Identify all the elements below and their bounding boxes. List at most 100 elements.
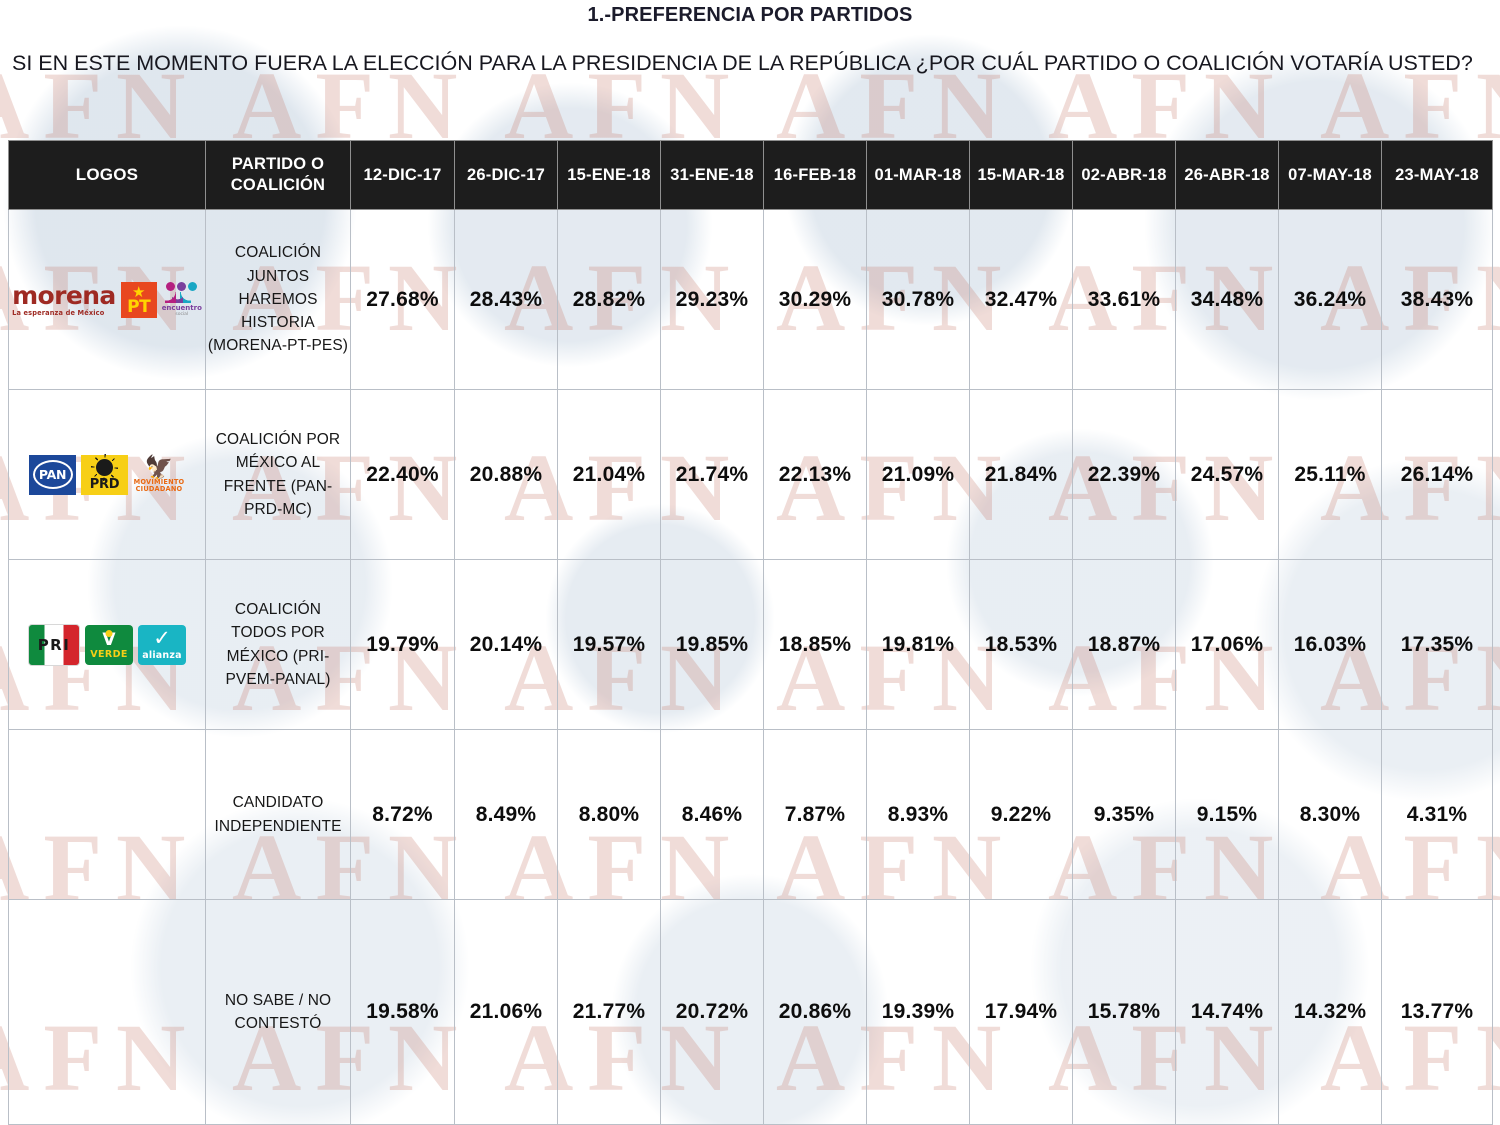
morena-tagline: La esperanza de México bbox=[12, 308, 105, 317]
value-cell: 4.31% bbox=[1381, 729, 1493, 900]
value-cell: 21.04% bbox=[557, 389, 661, 560]
movimiento-ciudadano-logo: 🦅 MOVIMIENTO CIUDADANO bbox=[133, 455, 185, 495]
checkmark-icon: ✓ bbox=[153, 625, 171, 650]
value-cell: 8.72% bbox=[350, 729, 455, 900]
value-cell: 22.40% bbox=[350, 389, 455, 560]
pan-logo: PAN bbox=[29, 454, 76, 495]
value-cell: 18.53% bbox=[969, 559, 1073, 730]
column-header-date-11: 23-MAY-18 bbox=[1381, 140, 1493, 210]
value-cell: 29.23% bbox=[660, 209, 764, 390]
alianza-wordmark: alianza bbox=[142, 649, 182, 661]
party-name-cell: COALICIÓN TODOS POR MÉXICO (PRI-PVEM-PAN… bbox=[205, 559, 351, 730]
value-cell: 21.09% bbox=[866, 389, 970, 560]
nueva-alianza-logo: ✓ alianza bbox=[138, 624, 186, 665]
encuentro-wordmark: encuentro bbox=[161, 303, 202, 312]
column-header-date-9: 26-ABR-18 bbox=[1175, 140, 1279, 210]
value-cell: 19.58% bbox=[350, 899, 455, 1125]
value-cell: 34.48% bbox=[1175, 209, 1279, 390]
morena-logo: morena La esperanza de México bbox=[12, 283, 116, 317]
table-row: CANDIDATO INDEPENDIENTE 8.72% 8.49% 8.80… bbox=[8, 729, 1493, 900]
value-cell: 8.46% bbox=[660, 729, 764, 900]
value-cell: 30.29% bbox=[763, 209, 867, 390]
encuentro-subword: social bbox=[175, 311, 189, 317]
value-cell: 19.85% bbox=[660, 559, 764, 730]
logo-cell-empty bbox=[8, 899, 206, 1125]
value-cell: 38.43% bbox=[1381, 209, 1493, 390]
column-header-date-8: 02-ABR-18 bbox=[1072, 140, 1176, 210]
column-header-logos: LOGOS bbox=[8, 140, 206, 210]
pan-wordmark: PAN bbox=[32, 460, 73, 489]
value-cell: 17.35% bbox=[1381, 559, 1493, 730]
value-cell: 15.78% bbox=[1072, 899, 1176, 1125]
value-cell: 27.68% bbox=[350, 209, 455, 390]
pri-wordmark: PRI bbox=[37, 635, 71, 654]
value-cell: 20.72% bbox=[660, 899, 764, 1125]
value-cell: 21.06% bbox=[454, 899, 558, 1125]
value-cell: 32.47% bbox=[969, 209, 1073, 390]
value-cell: 8.49% bbox=[454, 729, 558, 900]
logo-cell-empty bbox=[8, 729, 206, 900]
value-cell: 18.85% bbox=[763, 559, 867, 730]
value-cell: 17.06% bbox=[1175, 559, 1279, 730]
value-cell: 8.30% bbox=[1278, 729, 1382, 900]
value-cell: 8.93% bbox=[866, 729, 970, 900]
value-cell: 21.84% bbox=[969, 389, 1073, 560]
value-cell: 21.74% bbox=[660, 389, 764, 560]
value-cell: 20.14% bbox=[454, 559, 558, 730]
encuentro-dots-icon bbox=[166, 281, 198, 291]
table-body: morena La esperanza de México ★ PT encue… bbox=[8, 209, 1493, 1125]
value-cell: 8.80% bbox=[557, 729, 661, 900]
mc-wordmark-line2: CIUDADANO bbox=[135, 485, 183, 493]
pt-logo: ★ PT bbox=[120, 281, 157, 318]
column-header-party: PARTIDO O COALICIÓN bbox=[205, 140, 351, 210]
party-name-cell: CANDIDATO INDEPENDIENTE bbox=[205, 729, 351, 900]
toucan-dot-icon bbox=[105, 629, 113, 637]
value-cell: 28.43% bbox=[454, 209, 558, 390]
value-cell: 18.87% bbox=[1072, 559, 1176, 730]
column-header-date-4: 31-ENE-18 bbox=[660, 140, 764, 210]
value-cell: 19.81% bbox=[866, 559, 970, 730]
value-cell: 19.79% bbox=[350, 559, 455, 730]
party-name-cell: COALICIÓN JUNTOS HAREMOS HISTORIA (MOREN… bbox=[205, 209, 351, 390]
preference-table: LOGOS PARTIDO O COALICIÓN 12-DIC-17 26-D… bbox=[8, 140, 1493, 1125]
value-cell: 25.11% bbox=[1278, 389, 1382, 560]
morena-wordmark: morena bbox=[12, 280, 116, 310]
value-cell: 20.86% bbox=[763, 899, 867, 1125]
column-header-date-2: 26-DIC-17 bbox=[454, 140, 558, 210]
partido-verde-logo: V VERDE bbox=[85, 624, 133, 665]
encuentro-social-logo: encuentro social bbox=[161, 281, 202, 318]
table-header: LOGOS PARTIDO O COALICIÓN 12-DIC-17 26-D… bbox=[8, 140, 1493, 210]
page-title: 1.-PREFERENCIA POR PARTIDOS bbox=[587, 4, 913, 26]
party-name-cell: COALICIÓN POR MÉXICO AL FRENTE (PAN-PRD-… bbox=[205, 389, 351, 560]
star-icon: ★ bbox=[131, 283, 146, 301]
table-row: PAN PRD 🦅 MOVIMIENTO CIUDADANO COALICIÓN… bbox=[8, 389, 1493, 560]
column-header-date-1: 12-DIC-17 bbox=[350, 140, 455, 210]
party-name-cell: NO SABE / NO CONTESTÓ bbox=[205, 899, 351, 1125]
header-row: LOGOS PARTIDO O COALICIÓN 12-DIC-17 26-D… bbox=[8, 140, 1493, 210]
value-cell: 19.57% bbox=[557, 559, 661, 730]
value-cell: 14.74% bbox=[1175, 899, 1279, 1125]
value-cell: 9.22% bbox=[969, 729, 1073, 900]
column-header-date-6: 01-MAR-18 bbox=[866, 140, 970, 210]
prd-logo: PRD bbox=[81, 454, 128, 495]
sun-icon bbox=[96, 458, 113, 476]
column-header-date-3: 15-ENE-18 bbox=[557, 140, 661, 210]
value-cell: 36.24% bbox=[1278, 209, 1382, 390]
pri-logo: PRI bbox=[28, 623, 80, 666]
value-cell: 33.61% bbox=[1072, 209, 1176, 390]
value-cell: 17.94% bbox=[969, 899, 1073, 1125]
value-cell: 26.14% bbox=[1381, 389, 1493, 560]
value-cell: 21.77% bbox=[557, 899, 661, 1125]
value-cell: 14.32% bbox=[1278, 899, 1382, 1125]
value-cell: 7.87% bbox=[763, 729, 867, 900]
value-cell: 19.39% bbox=[866, 899, 970, 1125]
encuentro-arcs-icon bbox=[164, 291, 199, 303]
value-cell: 9.15% bbox=[1175, 729, 1279, 900]
logo-cell-todos-coalition: PRI V VERDE ✓ alianza bbox=[8, 559, 206, 730]
value-cell: 13.77% bbox=[1381, 899, 1493, 1125]
table-row: morena La esperanza de México ★ PT encue… bbox=[8, 209, 1493, 390]
value-cell: 9.35% bbox=[1072, 729, 1176, 900]
value-cell: 22.13% bbox=[763, 389, 867, 560]
table-row: NO SABE / NO CONTESTÓ 19.58% 21.06% 21.7… bbox=[8, 899, 1493, 1125]
logo-cell-frente-coalition: PAN PRD 🦅 MOVIMIENTO CIUDADANO bbox=[8, 389, 206, 560]
